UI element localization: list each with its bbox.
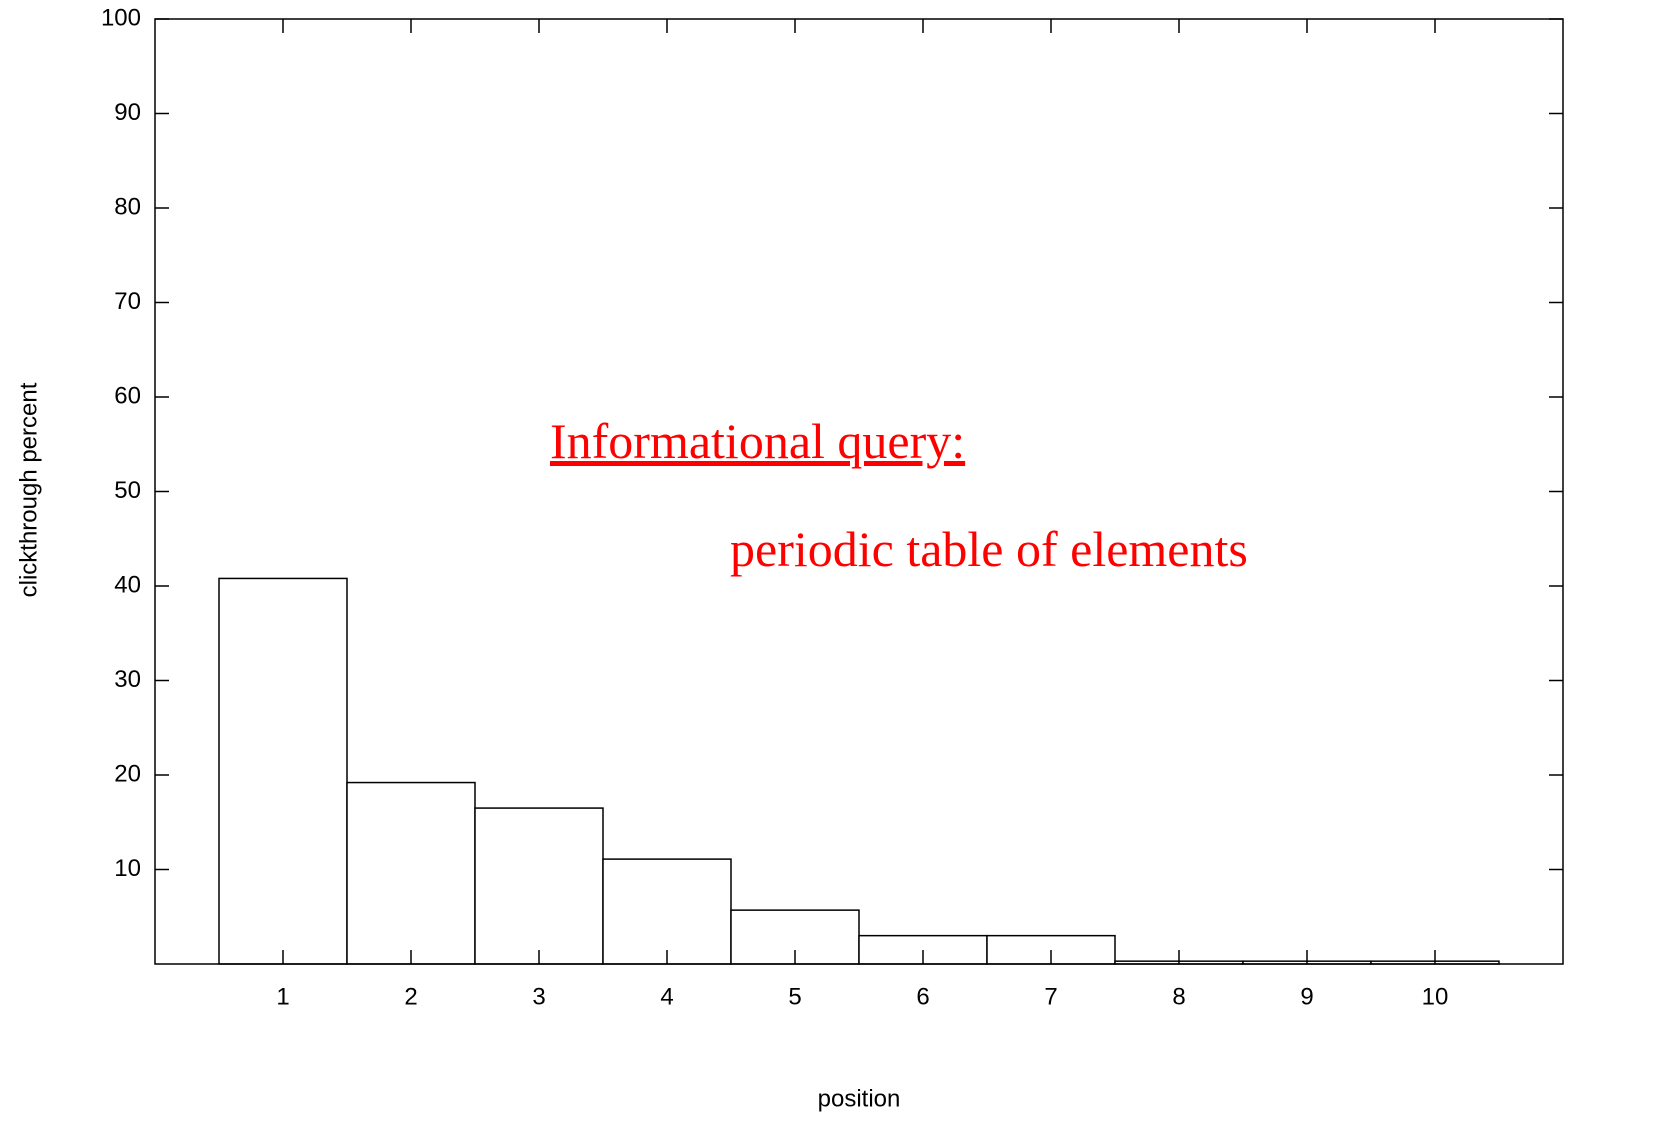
x-tick-label: 10 — [1422, 983, 1449, 1010]
y-tick-label: 20 — [114, 760, 141, 787]
x-tick-label: 6 — [916, 983, 929, 1010]
y-tick-label: 30 — [114, 666, 141, 693]
y-tick-label: 40 — [114, 571, 141, 598]
y-axis-label: clickthrough percent — [15, 382, 42, 597]
x-axis-label: position — [818, 1085, 901, 1112]
x-tick-label: 3 — [532, 983, 545, 1010]
y-tick-label: 70 — [114, 288, 141, 315]
bar — [602, 858, 732, 965]
x-tick-label: 2 — [404, 983, 417, 1010]
annotation: Informational query: — [550, 413, 965, 469]
y-tick-label: 50 — [114, 477, 141, 504]
y-tick-label: 90 — [114, 99, 141, 126]
annotation: periodic table of elements — [730, 521, 1248, 577]
bar — [218, 577, 348, 965]
y-tick-label: 80 — [114, 193, 141, 220]
bar — [346, 781, 476, 965]
bar — [474, 807, 604, 965]
x-tick-label: 4 — [660, 983, 673, 1010]
x-tick-label: 9 — [1300, 983, 1313, 1010]
y-tick-label: 10 — [114, 855, 141, 882]
x-tick-label: 7 — [1044, 983, 1057, 1010]
y-tick-label: 60 — [114, 382, 141, 409]
y-tick-label: 100 — [101, 4, 141, 31]
x-tick-label: 5 — [788, 983, 801, 1010]
x-tick-label: 8 — [1172, 983, 1185, 1010]
x-tick-label: 1 — [276, 983, 289, 1010]
